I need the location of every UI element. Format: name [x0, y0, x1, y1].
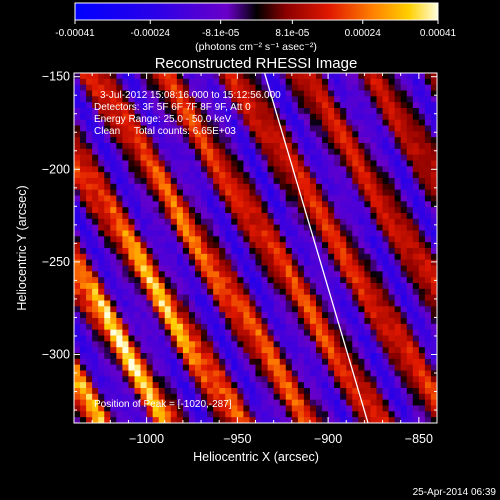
annotation-line: Energy Range: 25.0 - 50.0 keV: [94, 114, 232, 125]
y-tick-label: −150: [42, 70, 70, 84]
colorbar-tick-label: -0.00024: [131, 28, 171, 39]
y-tick-label: −300: [42, 347, 70, 361]
footer-timestamp: 25-Apr-2014 06:39: [413, 487, 497, 498]
annotation-line: Detectors: 3F 5F 6F 7F 8F 9F, Att 0: [94, 102, 251, 113]
colorbar-tick-label: 0.00024: [345, 28, 382, 39]
x-axis-label: Heliocentric X (arcsec): [193, 450, 319, 464]
annotation-line: Clean Total counts: 6.65E+03: [94, 126, 236, 137]
colorbar: -0.00041 -0.00024 -8.1e-05 8.1e-05 0.00024 0.…: [55, 2, 457, 53]
colorbar-units-label: (photons cm⁻² s⁻¹ asec⁻²): [195, 41, 317, 53]
colorbar-tick-label: 8.1e-05: [275, 28, 309, 39]
y-axis-label: Heliocentric Y (arcsec): [15, 185, 29, 310]
y-axis: −150 −200 −250 −300: [42, 70, 437, 411]
x-tick-label: −850: [405, 432, 433, 446]
x-axis: −1000 −950 −900 −850: [73, 73, 438, 446]
solar-limb-line: [263, 73, 369, 423]
chart-title: Reconstructed RHESSI Image: [155, 55, 358, 72]
y-tick-label: −250: [42, 255, 70, 269]
y-tick-label: −200: [42, 162, 70, 176]
heatmap-image: [74, 73, 437, 423]
peak-position-label: Position of Peak = [-1020,-287]: [94, 399, 232, 410]
x-tick-label: −900: [314, 432, 342, 446]
colorbar-tick-label: -8.1e-05: [202, 28, 240, 39]
colorbar-tick-label: -0.00041: [55, 28, 95, 39]
annotation-block: 3-Jul-2012 15:08:16.000 to 15:12:56.000D…: [94, 90, 281, 137]
x-tick-label: −950: [223, 432, 251, 446]
colorbar-gradient: [74, 2, 439, 21]
colorbar-ticks: -0.00041 -0.00024 -8.1e-05 8.1e-05 0.00024 0.…: [55, 20, 457, 39]
annotation-line: 3-Jul-2012 15:08:16.000 to 15:12:56.000: [100, 90, 281, 101]
colorbar-tick-label: 0.00041: [420, 28, 457, 39]
x-tick-label: −1000: [129, 432, 164, 446]
